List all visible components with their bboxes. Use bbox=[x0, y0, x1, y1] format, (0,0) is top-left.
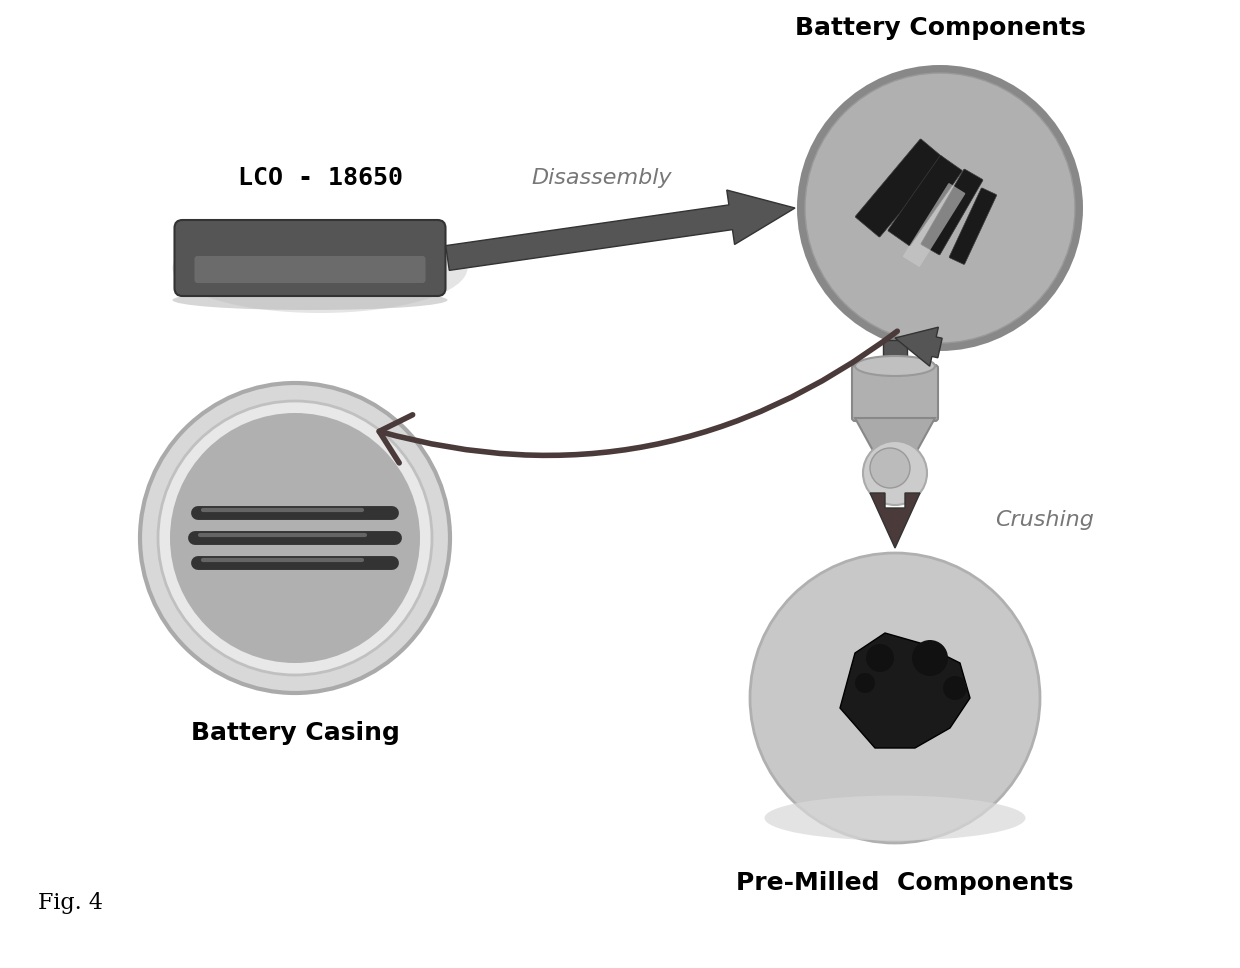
Ellipse shape bbox=[172, 290, 448, 310]
FancyBboxPatch shape bbox=[856, 139, 945, 237]
Circle shape bbox=[805, 73, 1075, 343]
FancyArrowPatch shape bbox=[379, 331, 898, 463]
FancyBboxPatch shape bbox=[903, 183, 965, 267]
Ellipse shape bbox=[172, 223, 467, 313]
Circle shape bbox=[911, 640, 949, 676]
Text: Crushing: Crushing bbox=[994, 510, 1094, 530]
FancyBboxPatch shape bbox=[950, 188, 997, 264]
Circle shape bbox=[866, 644, 894, 672]
Polygon shape bbox=[856, 418, 935, 458]
FancyBboxPatch shape bbox=[195, 256, 425, 283]
Text: Disassembly: Disassembly bbox=[531, 168, 672, 188]
Circle shape bbox=[170, 413, 420, 663]
Circle shape bbox=[942, 676, 967, 700]
Circle shape bbox=[750, 553, 1040, 843]
Polygon shape bbox=[895, 327, 942, 366]
Ellipse shape bbox=[856, 356, 935, 376]
Text: Fig. 4: Fig. 4 bbox=[38, 892, 103, 914]
FancyBboxPatch shape bbox=[921, 169, 983, 255]
FancyBboxPatch shape bbox=[888, 156, 962, 246]
Text: LCO - 18650: LCO - 18650 bbox=[238, 166, 403, 190]
Circle shape bbox=[797, 65, 1083, 351]
Circle shape bbox=[870, 448, 910, 488]
Polygon shape bbox=[445, 190, 795, 270]
Polygon shape bbox=[839, 633, 970, 748]
Polygon shape bbox=[870, 493, 920, 548]
FancyBboxPatch shape bbox=[883, 340, 906, 368]
Circle shape bbox=[863, 441, 928, 505]
Circle shape bbox=[856, 673, 875, 693]
Text: Battery Components: Battery Components bbox=[795, 16, 1085, 40]
Text: Pre-Milled  Components: Pre-Milled Components bbox=[737, 871, 1074, 895]
Circle shape bbox=[140, 383, 450, 693]
FancyBboxPatch shape bbox=[852, 365, 937, 421]
FancyBboxPatch shape bbox=[175, 220, 445, 296]
Ellipse shape bbox=[765, 796, 1025, 840]
Text: Battery Casing: Battery Casing bbox=[191, 721, 399, 745]
Circle shape bbox=[157, 401, 432, 675]
